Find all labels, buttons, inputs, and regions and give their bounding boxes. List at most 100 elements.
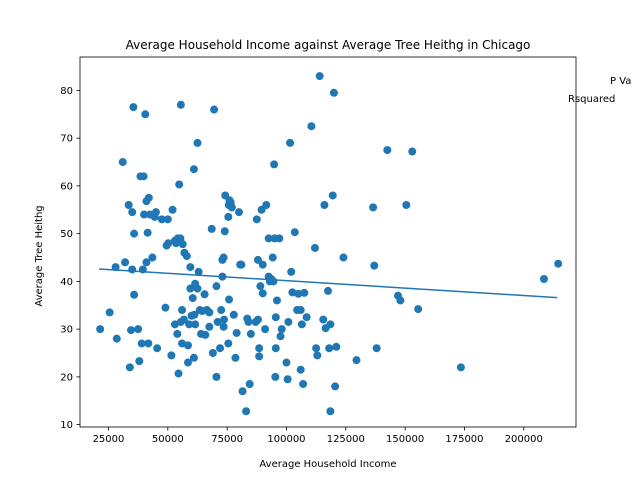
data-point (383, 146, 392, 155)
data-point (271, 372, 280, 381)
data-point (178, 306, 187, 315)
plot-frame (79, 56, 577, 428)
data-point (167, 351, 176, 360)
x-tick-label: 125000 (327, 434, 365, 445)
chart-title: Average Household Income against Average… (126, 38, 531, 52)
data-point (268, 253, 277, 262)
data-point (175, 180, 184, 189)
data-point (225, 295, 234, 304)
y-axis-label: Average Tree Heithg (34, 205, 45, 306)
data-point (125, 363, 134, 372)
data-point (183, 341, 192, 350)
data-point (212, 372, 221, 381)
data-point (157, 215, 166, 224)
data-point (294, 289, 303, 298)
y-tick-label: 80 (60, 86, 73, 97)
data-point (287, 267, 296, 276)
x-tick-label: 150000 (386, 434, 424, 445)
data-point (313, 351, 322, 360)
data-point (229, 310, 238, 319)
data-point (554, 259, 563, 268)
y-tick-label: 10 (60, 420, 73, 431)
data-point (127, 326, 136, 335)
data-point (307, 122, 316, 131)
data-point (252, 215, 261, 224)
data-point (144, 193, 153, 202)
data-point (402, 201, 411, 209)
data-point (213, 317, 222, 326)
data-point (183, 358, 192, 367)
data-point (194, 267, 203, 276)
data-point (339, 253, 348, 262)
data-point (332, 342, 341, 351)
data-point (352, 356, 361, 365)
data-point (282, 358, 291, 367)
data-point (299, 380, 308, 389)
data-point (253, 315, 262, 324)
data-point (130, 290, 139, 299)
data-point (141, 110, 150, 119)
data-point (153, 344, 162, 353)
data-point (219, 253, 228, 262)
data-point (193, 284, 202, 293)
data-point (168, 205, 177, 214)
x-tick-label: 100000 (267, 434, 305, 445)
data-point (231, 353, 240, 362)
data-point (271, 313, 280, 322)
data-point (201, 330, 210, 339)
axes: 25000 50000 75000 100000 125000 150000 175000 2… (60, 56, 577, 445)
data-point (142, 258, 151, 267)
data-point (369, 203, 378, 212)
data-point (539, 275, 548, 283)
data-point (258, 260, 267, 269)
data-point (179, 315, 188, 324)
y-tick-label: 20 (60, 372, 73, 383)
x-axis-label: Average Household Income (259, 459, 396, 470)
x-tick-label: 75000 (211, 434, 243, 445)
data-point (242, 407, 251, 416)
x-tick-label: 50000 (152, 434, 184, 445)
data-point (312, 344, 321, 353)
y-tick-label: 30 (60, 325, 73, 336)
data-point (264, 234, 273, 243)
data-point (111, 263, 120, 272)
data-point (96, 325, 105, 334)
data-point (238, 387, 247, 396)
data-point (216, 344, 225, 353)
data-point (286, 138, 295, 147)
data-point (212, 282, 221, 291)
data-point (134, 325, 143, 334)
data-point (261, 325, 270, 334)
data-point (143, 228, 152, 237)
data-point (300, 288, 309, 297)
data-point (190, 310, 199, 319)
data-point (370, 261, 379, 270)
data-point (414, 305, 423, 314)
data-point (256, 282, 265, 291)
data-point (315, 72, 324, 81)
data-point (319, 315, 328, 324)
data-point (164, 239, 173, 248)
data-point (329, 88, 338, 97)
data-point (262, 201, 271, 209)
data-point (193, 138, 202, 147)
data-point (118, 158, 127, 167)
x-tick-label: 175000 (445, 434, 483, 445)
data-point (189, 353, 198, 362)
y-tick-label: 50 (60, 229, 73, 240)
data-point (235, 208, 244, 217)
data-point (185, 320, 194, 329)
data-point (128, 208, 137, 217)
data-point (296, 306, 305, 315)
y-tick-label: 60 (60, 181, 73, 192)
data-point (255, 352, 264, 361)
data-point (220, 227, 229, 236)
data-point (408, 147, 417, 156)
data-point (129, 103, 138, 112)
data-point (188, 294, 197, 303)
data-point (284, 317, 293, 326)
data-point (269, 277, 278, 286)
data-point (320, 201, 329, 209)
data-point (297, 320, 306, 329)
data-point (456, 363, 465, 372)
